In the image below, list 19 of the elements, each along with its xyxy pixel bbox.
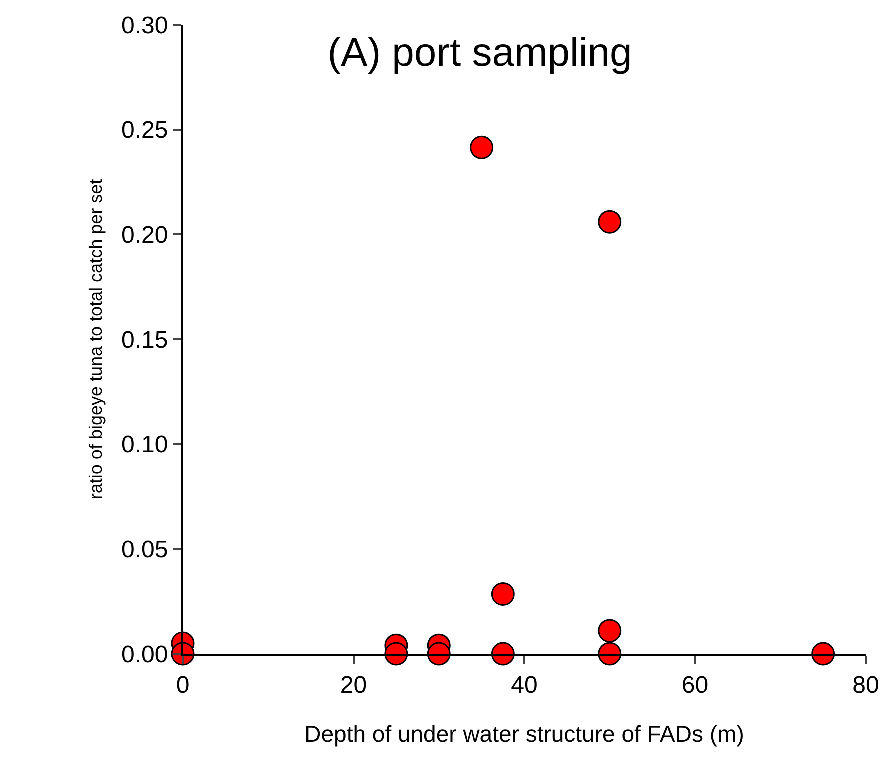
x-tick-label: 20 (340, 672, 368, 699)
x-tick-label: 60 (682, 672, 709, 699)
x-tick-label: 40 (511, 672, 538, 699)
y-tick-label: 0.25 (121, 117, 168, 144)
y-tick-label: 0.05 (121, 536, 168, 564)
x-tick-label: 0 (176, 672, 190, 699)
chart-title: (A) port sampling (328, 31, 632, 75)
x-axis-title: Depth of under water structure of FADs (m) (304, 720, 744, 747)
y-tick-label: 0.20 (121, 222, 168, 250)
y-tick-label: 0.15 (121, 326, 168, 354)
y-tick-label: 0.10 (121, 432, 168, 459)
point (598, 210, 622, 234)
point (598, 619, 622, 643)
y-tick-label: 0.30 (121, 12, 168, 40)
point (491, 582, 515, 606)
x-tick-label: 80 (852, 672, 880, 699)
y-axis-title: ratio of bigeye tuna to total catch per set (86, 179, 106, 500)
y-tick-label: 0.00 (121, 641, 168, 668)
point (470, 136, 494, 160)
